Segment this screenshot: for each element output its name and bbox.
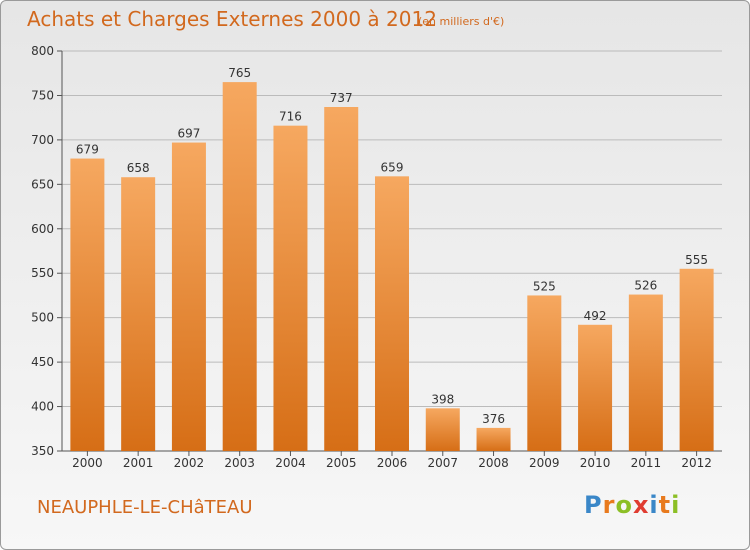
x-tick-label: 2009	[529, 456, 560, 470]
y-tick-label: 600	[31, 222, 54, 236]
bar	[425, 408, 460, 451]
logo-letter: P	[584, 491, 603, 519]
y-tick-label: 700	[31, 133, 54, 147]
bar-value-label: 716	[279, 110, 302, 124]
bar-value-label: 555	[685, 253, 708, 267]
bar-value-label: 697	[177, 127, 200, 141]
y-tick-label: 450	[31, 355, 54, 369]
labels: 350 400 450 500 550 600 650 700 750 800 679 2000 658…	[31, 44, 712, 470]
bar-value-label: 398	[431, 392, 454, 406]
bar-value-label: 679	[76, 143, 99, 157]
bar-value-label: 376	[482, 412, 505, 426]
x-tick-label: 2008	[478, 456, 509, 470]
bar	[527, 295, 562, 451]
chart-title: Achats et Charges Externes 2000 à 2012	[27, 7, 437, 31]
y-tick-label: 750	[31, 88, 54, 102]
bar-value-label: 525	[533, 279, 556, 293]
y-tick-label: 650	[31, 177, 54, 191]
y-tick-label: 400	[31, 400, 54, 414]
bar	[222, 82, 257, 451]
bar	[679, 268, 714, 451]
x-tick-label: 2000	[72, 456, 103, 470]
bar	[171, 142, 206, 452]
y-tick-label: 550	[31, 266, 54, 280]
y-tick-label: 800	[31, 44, 54, 58]
bar	[273, 125, 308, 452]
bar-value-label: 526	[634, 279, 657, 293]
bar	[628, 294, 663, 451]
bar-value-label: 492	[584, 309, 607, 323]
bar	[578, 324, 613, 451]
proxiti-logo: Proxiti	[584, 491, 680, 519]
bar-value-label: 658	[127, 161, 150, 175]
y-tick-label: 500	[31, 311, 54, 325]
bar	[476, 427, 511, 451]
bar-value-label: 737	[330, 91, 353, 105]
bar	[121, 177, 156, 451]
logo-letter: r	[602, 491, 616, 519]
x-tick-label: 2003	[224, 456, 255, 470]
x-tick-label: 2006	[377, 456, 408, 470]
logo-letter: x	[632, 491, 650, 519]
x-tick-label: 2001	[123, 456, 154, 470]
logo-letter: o	[615, 491, 633, 519]
x-tick-label: 2011	[631, 456, 662, 470]
bar	[375, 176, 409, 452]
x-tick-label: 2010	[580, 456, 611, 470]
logo-letter: i	[671, 491, 681, 519]
x-tick-label: 2004	[275, 456, 306, 470]
y-tick-label: 350	[31, 444, 54, 458]
logo-letter: t	[658, 491, 672, 519]
chart-subtitle: (en milliers d'€)	[418, 15, 505, 28]
x-tick-label: 2005	[326, 456, 357, 470]
x-tick-label: 2007	[427, 456, 458, 470]
bars	[70, 82, 714, 452]
bar-value-label: 659	[381, 160, 404, 174]
bar	[324, 107, 359, 451]
logo-letter: i	[649, 491, 659, 519]
x-tick-label: 2002	[174, 456, 205, 470]
x-tick-label: 2012	[681, 456, 712, 470]
bar-value-label: 765	[228, 66, 251, 80]
bar	[70, 158, 105, 452]
commune-name: NEAUPHLE-LE-CHâTEAU	[37, 497, 253, 518]
